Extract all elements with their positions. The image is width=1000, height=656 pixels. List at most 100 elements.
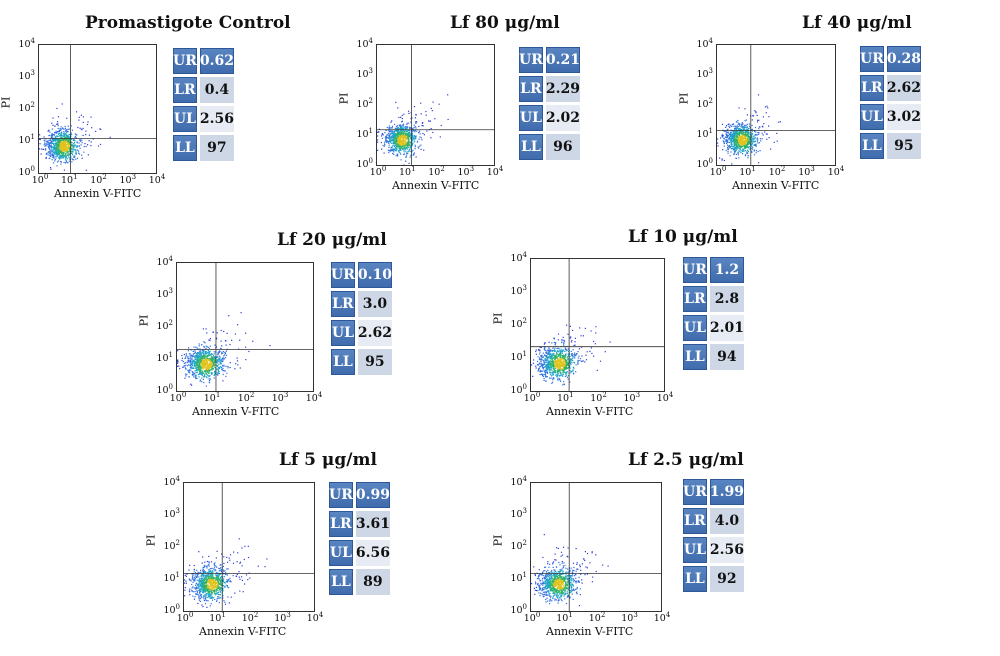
y-axis-label: PI [677, 92, 691, 105]
plot-canvas [531, 483, 661, 611]
quadrant-label: UR [173, 48, 197, 74]
y-tick-label: 101 [163, 571, 180, 585]
y-tick-label: 101 [18, 133, 35, 147]
quadrant-label: LL [329, 569, 353, 595]
quadrant-value: 2.56 [199, 106, 234, 132]
y-tick-label: 103 [510, 284, 527, 298]
panel-title: Lf 5 μg/ml [279, 450, 377, 470]
quadrant-row: LL 89 [329, 569, 390, 595]
quadrant-row: UL 2.01 [683, 315, 744, 341]
quadrant-table: UR 0.28 LR 2.62 UL 3.02 LL 95 [857, 43, 924, 162]
x-tick-label: 101 [556, 611, 573, 625]
quadrant-row: UR 0.99 [329, 482, 390, 508]
plot-canvas [531, 259, 664, 391]
quadrant-row: LL 92 [683, 566, 744, 592]
quadrant-row: UR 1.99 [683, 479, 744, 505]
x-tick-label: 101 [556, 391, 574, 405]
x-tick-label: 100 [31, 173, 49, 187]
quadrant-value: 89 [355, 569, 390, 595]
x-axis-label: Annexin V-FITC [199, 625, 287, 638]
quadrant-value: 1.99 [709, 479, 744, 505]
quadrant-label: UR [331, 262, 355, 288]
plot-canvas [39, 45, 156, 173]
quadrant-row: LR 4.0 [683, 508, 744, 534]
y-tick-label: 103 [356, 67, 373, 81]
x-tick-label: 102 [590, 391, 607, 405]
quadrant-value: 2.62 [886, 75, 921, 101]
quadrant-label: UR [683, 257, 707, 283]
y-tick-label: 101 [356, 127, 373, 141]
y-tick-label: 100 [18, 165, 35, 179]
y-tick-label: 102 [510, 317, 527, 331]
x-tick-label: 100 [176, 611, 194, 625]
quadrant-label: LL [683, 344, 707, 370]
panel-title: Lf 20 μg/ml [277, 230, 387, 250]
quadrant-value: 97 [199, 135, 234, 161]
y-tick-label: 104 [510, 251, 527, 265]
quadrant-value: 2.8 [709, 286, 744, 312]
quadrant-label: UR [519, 47, 543, 73]
quadrant-row: UR 0.28 [860, 46, 921, 72]
y-axis-label: PI [0, 96, 13, 109]
y-axis-label: PI [137, 314, 151, 327]
x-tick-label: 103 [621, 611, 638, 625]
scatter-plot [716, 44, 836, 166]
quadrant-row: UL 2.56 [173, 106, 234, 132]
y-tick-label: 101 [156, 351, 173, 365]
quadrant-row: LL 94 [683, 344, 744, 370]
quadrant-row: LR 0.4 [173, 77, 234, 103]
x-tick-label: 103 [798, 165, 815, 179]
quadrant-label: LR [329, 511, 353, 537]
quadrant-label: LR [860, 75, 884, 101]
quadrant-value: 0.99 [355, 482, 390, 508]
x-tick-label: 102 [768, 165, 786, 179]
x-tick-label: 104 [656, 391, 674, 405]
plot-canvas [184, 483, 314, 611]
quadrant-row: UL 2.02 [519, 105, 580, 131]
quadrant-label: UL [519, 105, 543, 131]
scatter-plot [530, 258, 665, 392]
quadrant-row: UR 1.2 [683, 257, 744, 283]
quadrant-value: 6.56 [355, 540, 390, 566]
x-tick-label: 104 [827, 165, 845, 179]
quadrant-value: 2.01 [709, 315, 744, 341]
quadrant-row: LR 2.8 [683, 286, 744, 312]
y-tick-label: 102 [356, 97, 373, 111]
y-tick-label: 100 [156, 383, 173, 397]
y-tick-label: 104 [510, 475, 527, 489]
y-tick-label: 100 [510, 383, 527, 397]
x-tick-label: 100 [709, 165, 727, 179]
y-tick-label: 101 [696, 127, 713, 141]
quadrant-label: UL [173, 106, 197, 132]
y-tick-label: 100 [696, 157, 713, 171]
quadrant-row: UR 0.10 [331, 262, 392, 288]
panel-title: Promastigote Control [85, 13, 291, 33]
quadrant-row: LR 2.62 [860, 75, 921, 101]
y-tick-label: 104 [156, 255, 173, 269]
quadrant-row: LL 97 [173, 135, 234, 161]
x-tick-label: 100 [523, 611, 541, 625]
y-tick-label: 104 [18, 37, 35, 51]
scatter-plot [38, 44, 157, 174]
quadrant-value: 94 [709, 344, 744, 370]
panel-title: Lf 40 μg/ml [802, 13, 912, 33]
x-tick-label: 101 [209, 611, 226, 625]
quadrant-value: 1.2 [709, 257, 744, 283]
x-tick-label: 103 [623, 391, 641, 405]
quadrant-row: LR 2.29 [519, 76, 580, 102]
quadrant-value: 3.02 [886, 104, 921, 130]
x-tick-label: 101 [398, 165, 416, 179]
scatter-plot [530, 482, 662, 612]
quadrant-value: 95 [357, 349, 392, 375]
y-axis-label: PI [337, 92, 351, 105]
x-tick-label: 102 [90, 173, 107, 187]
quadrant-value: 2.56 [709, 537, 744, 563]
x-tick-label: 101 [60, 173, 78, 187]
plot-canvas [377, 45, 494, 165]
quadrant-label: UL [331, 320, 355, 346]
quadrant-label: LL [173, 135, 197, 161]
scatter-plot [176, 262, 314, 392]
panel-title: Lf 10 μg/ml [628, 227, 738, 247]
quadrant-label: LR [683, 508, 707, 534]
y-tick-label: 100 [510, 603, 527, 617]
